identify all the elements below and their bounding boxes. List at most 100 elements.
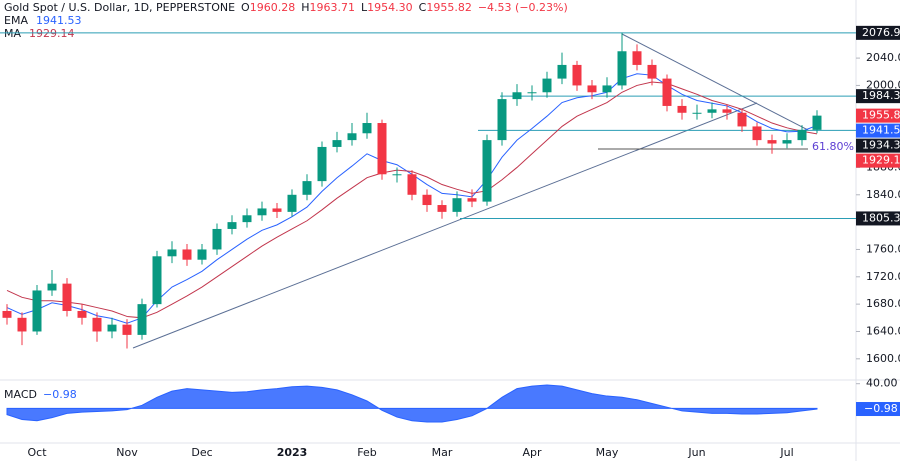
candle-body [137,304,147,335]
candle-body [302,181,312,195]
candle-body [242,215,252,223]
candle-body [212,228,222,250]
candle-body [152,256,162,305]
trend-line [621,33,809,131]
candle-body [722,109,732,113]
ohlc-value: 1955.82 [426,1,472,14]
x-tick-label: Jun [687,446,705,459]
macd-area [6,384,818,423]
price-badge-label: 2076.93 [862,26,900,39]
fib-label: 61.80% [812,140,854,153]
price-badge [856,25,900,40]
candle-body [272,208,282,212]
candle-body [422,194,432,206]
candle-body [17,317,27,332]
candle-body [407,174,417,195]
candle-body [287,194,297,212]
candle-body [182,249,192,260]
candle-body [542,78,552,93]
x-tick-label: Mar [432,446,453,459]
candle-body [227,222,237,229]
x-tick-label: Jul [779,446,793,459]
price-badge [856,123,900,138]
candle-body [77,310,87,318]
x-tick-label: Nov [116,446,138,459]
candle-body [467,198,477,202]
candle-body [197,249,207,260]
price-badge-label: 1941.53 [862,124,900,137]
legend-name: EMA [4,14,28,27]
candle-body [662,78,672,106]
y-tick-label: 1840.00 [866,188,900,201]
price-badge-label: 1984.32 [862,89,900,102]
x-tick-label: Apr [522,446,542,459]
x-tick-label: 2023 [277,446,308,459]
candle-body [677,105,687,113]
ohlc-key: C [419,1,427,14]
macd-badge [856,402,900,417]
candle-body [362,123,372,134]
candle-body [92,317,102,332]
y-tick-label: 1640.00 [866,324,900,337]
candle-body [32,290,42,332]
price-badge [856,108,900,123]
candle-body [752,126,762,141]
candle-body [392,174,402,176]
y-tick-label: 2040.00 [866,51,900,64]
macd-tick-label: 40.00 [866,377,898,390]
x-tick-label: Dec [191,446,212,459]
candle-body [452,198,462,212]
candle-body [332,140,342,147]
candle-body [557,64,567,79]
candle-body [122,324,132,335]
macd-legend-value: −0.98 [43,388,77,401]
legend-value: 1941.53 [36,14,82,27]
price-badge-label: 1805.39 [862,211,900,224]
candle-body [437,205,447,212]
price-badge [856,89,900,104]
price-badge-label: 1955.82 [862,109,900,122]
candle-body [257,208,267,216]
symbol-title: Gold Spot / U.S. Dollar, 1D, PEPPERSTONE [4,1,235,14]
legend-name: MA [4,27,21,40]
candle-body [317,146,327,182]
macd-badge-label: −0.98 [864,402,898,415]
macd-name: MACD [4,388,37,401]
candle-body [497,99,507,141]
x-tick-label: May [596,446,619,459]
candle-body [377,123,387,175]
ohlc-value: 1960.28 [250,1,296,14]
candle-body [2,310,12,318]
x-tick-label: Oct [27,446,47,459]
y-tick-label: 1680.00 [866,297,900,310]
y-tick-label: 1720.00 [866,270,900,283]
ohlc-value: 1963.71 [310,1,356,14]
candle-body [737,112,747,127]
candle-body [782,140,792,144]
y-tick-label: 2000.00 [866,78,900,91]
candle-body [707,109,717,113]
ohlc-key: O [241,1,250,14]
y-tick-label: 1600.00 [866,352,900,365]
price-badge-label: 1929.14 [862,154,900,167]
price-badge [856,153,900,168]
price-badge [856,138,900,153]
y-tick-label: 1760.00 [866,242,900,255]
ohlc-value: 1954.30 [367,1,413,14]
candle-body [527,92,537,94]
candle-body [107,324,117,332]
price-badge [856,211,900,226]
candle-body [347,133,357,141]
legend-value: 1929.14 [29,27,75,40]
candle-body [797,129,807,141]
price-badge-label: 1934.30 [862,139,900,152]
x-tick-label: Feb [357,446,376,459]
candle-body [647,64,657,79]
candle-body [632,51,642,65]
candle-body [62,283,72,311]
candle-body [602,85,612,93]
candle-body [512,92,522,100]
candle-body [692,112,702,114]
candle-body [482,140,492,202]
